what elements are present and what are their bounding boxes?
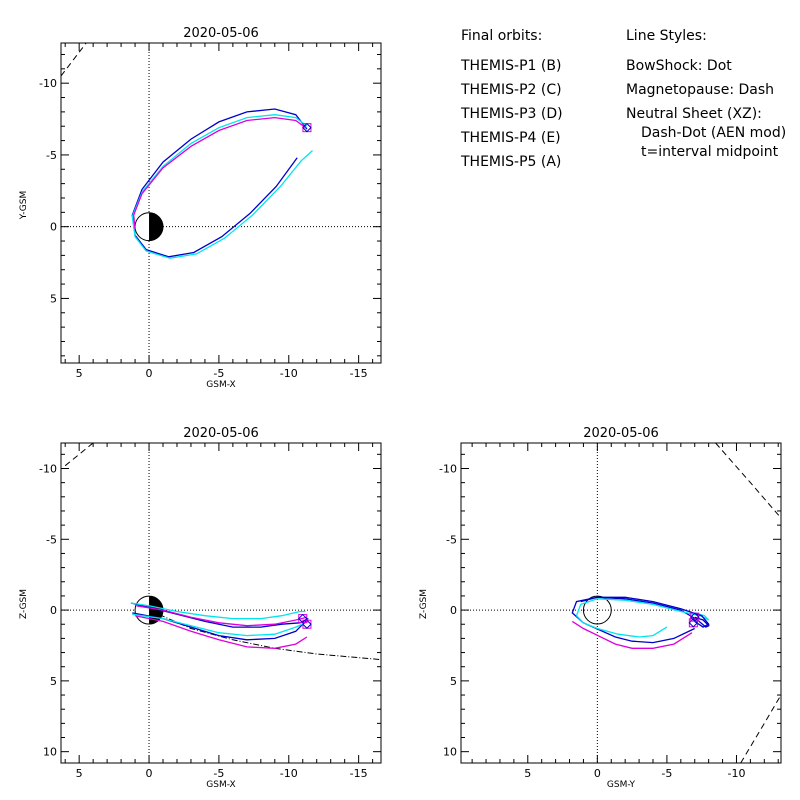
legend-probe-p4: THEMIS-P4 (E) [460, 130, 561, 146]
plot-xz-frame [60, 442, 382, 764]
midpoint-diamond-marker [302, 122, 312, 133]
plot-yz-ylabel: Z-GSM [419, 589, 429, 619]
legend-style-midpoint: t=interval midpoint [641, 144, 779, 160]
plot-xy-frame [60, 42, 382, 364]
orbit-line-5 [136, 605, 308, 627]
plot-yz-data [571, 443, 781, 763]
x-tick-label: 5 [524, 767, 531, 780]
legend-probe-p1: THEMIS-P1 (B) [460, 58, 561, 74]
y-tick-label: -10 [439, 462, 457, 475]
orbit-line-4 [130, 602, 306, 620]
orbit-line-1 [131, 114, 313, 259]
legend-probe-p2: THEMIS-P2 (C) [460, 82, 562, 98]
x-tick-label: 0 [594, 767, 601, 780]
y-tick-label: 5 [450, 675, 457, 688]
legend-probe-p3: THEMIS-P3 (D) [460, 106, 563, 122]
orbit-line-2 [575, 598, 710, 638]
y-tick-label: 0 [450, 604, 457, 617]
y-tick-label: -10 [39, 462, 57, 475]
x-tick-label: 0 [146, 367, 153, 380]
midpoint-diamond-marker [690, 612, 700, 622]
legend-probe-p5: THEMIS-P5 (A) [460, 154, 561, 170]
plot-xy-data [61, 43, 313, 259]
plot-yz-title: 2020-05-06 [583, 426, 659, 441]
x-tick-label: -15 [350, 767, 368, 780]
y-tick-label: -5 [446, 533, 457, 546]
plot-xz-ylabel: Z-GSM [19, 589, 29, 619]
plot-xy-axes: 5 0 -5 -10 -15 -10 -5 0 5 [39, 43, 381, 380]
x-tick-label: 5 [76, 367, 83, 380]
magnetopause-line-lower [715, 443, 781, 519]
plot-xz: 2020-05-06 GSM-X Z-GSM 5 0 -5 -10 -15 10 5 0 -5 -… [19, 426, 382, 790]
legend-orbits-title: Final orbits: [461, 28, 542, 44]
plot-xy-title: 2020-05-06 [183, 26, 259, 41]
x-tick-label: 0 [146, 767, 153, 780]
orbit-line-0 [571, 620, 693, 649]
plot-yz-axes: 5 0 -5 -10 10 5 0 -5 -10 [439, 443, 781, 780]
plot-yz-xlabel: GSM-Y [607, 780, 636, 790]
earth-icon [582, 595, 612, 625]
plot-yz: 2020-05-06 GSM-Y Z-GSM 5 0 -5 -10 10 5 0 -5 -10 [419, 426, 782, 790]
legend-style-neutral-sheet: Neutral Sheet (XZ): [626, 106, 762, 122]
y-tick-label: 10 [43, 746, 57, 759]
plot-xy-xlabel: GSM-X [206, 380, 235, 390]
plot-xy: 2020-05-06 GSM-X Y-GSM 5 0 -5 -10 -15 -10 -5 0 5 [19, 26, 382, 390]
plot-xy-ylabel: Y-GSM [19, 191, 29, 220]
y-tick-label: 5 [50, 675, 57, 688]
magnetopause-line [64, 443, 94, 467]
legend-styles-title: Line Styles: [626, 28, 707, 44]
x-tick-label: -5 [213, 367, 224, 380]
y-tick-label: 10 [443, 746, 457, 759]
orbit-line-2 [133, 116, 306, 230]
plot-xz-title: 2020-05-06 [183, 426, 259, 441]
x-tick-label: -10 [280, 767, 298, 780]
x-tick-label: -5 [661, 767, 672, 780]
x-tick-label: -10 [280, 367, 298, 380]
y-tick-label: -10 [39, 77, 57, 90]
orbit-line-2 [132, 613, 309, 637]
y-tick-label: 0 [50, 221, 57, 234]
magnetopause-line [740, 694, 781, 763]
legend-style-bowshock: BowShock: Dot [626, 58, 732, 74]
orbit-line-3 [580, 596, 710, 628]
x-tick-label: 5 [76, 767, 83, 780]
magnetopause-line [61, 43, 87, 77]
x-tick-label: -5 [213, 767, 224, 780]
earth-night-side [149, 212, 164, 241]
y-tick-label: 0 [50, 604, 57, 617]
y-tick-label: 5 [50, 292, 57, 305]
x-tick-label: -10 [727, 767, 745, 780]
legend: Final orbits: THEMIS-P1 (B) THEMIS-P2 (C… [460, 28, 786, 170]
orbit-line-0 [134, 615, 308, 649]
y-tick-label: -5 [46, 149, 57, 162]
plot-yz-frame [460, 442, 782, 764]
plot-xz-xlabel: GSM-X [206, 780, 235, 790]
legend-style-dashdot: Dash-Dot (AEN mod) [641, 125, 786, 141]
y-tick-label: -5 [46, 533, 57, 546]
plot-xz-data [64, 443, 381, 661]
midpoint-diamond-marker [298, 613, 308, 624]
x-tick-label: -15 [350, 367, 368, 380]
legend-style-magnetopause: Magnetopause: Dash [626, 82, 774, 98]
